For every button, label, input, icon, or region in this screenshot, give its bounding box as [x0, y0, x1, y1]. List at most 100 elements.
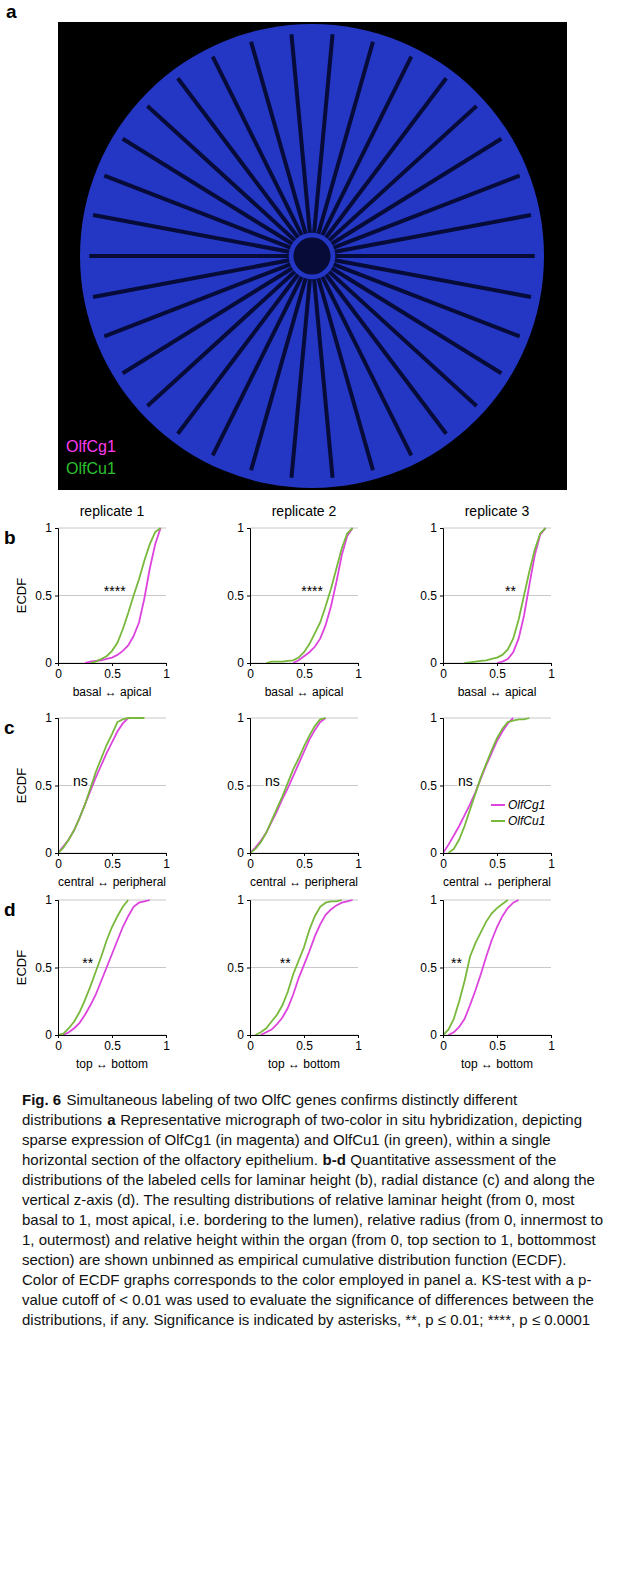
tick-mark: [247, 968, 250, 969]
chart: 00.5100.51basal ↔ apicalECDF****: [14, 521, 170, 699]
tick-label: 1: [45, 893, 52, 907]
x-axis: 00.51: [247, 1035, 362, 1053]
lamella-gap: [123, 139, 293, 244]
tick-label: 1: [237, 893, 244, 907]
ecdf-line: [443, 900, 508, 1035]
y-axis: 00.51: [227, 893, 250, 1042]
caption-text: Quantitative assessment of the distribut…: [22, 1151, 603, 1328]
ecdf-line: [63, 900, 149, 1035]
tick-mark: [440, 853, 443, 854]
x-axis-title: central ↔ peripheral: [443, 875, 551, 889]
tick-label: 1: [430, 711, 437, 725]
tick-mark: [55, 786, 58, 787]
lamella-gap: [178, 275, 298, 434]
ecdf-line: [448, 718, 529, 853]
plot-area: [58, 718, 144, 853]
tick: 0.5: [35, 779, 58, 793]
tick-mark: [247, 1035, 250, 1036]
tick-mark: [247, 718, 250, 719]
ecdf-line: [261, 900, 353, 1035]
tick: 0.5: [104, 663, 121, 681]
tick: 0.5: [296, 853, 313, 871]
tick-label: 0.5: [227, 589, 244, 603]
tick: 1: [237, 893, 250, 907]
tick-label: 0.5: [489, 857, 506, 871]
figure: aOlfCg1OlfCu1bcdreplicate 1replicate 2re…: [0, 0, 627, 1590]
tick-label: 1: [430, 521, 437, 535]
tick-mark: [440, 786, 443, 787]
tick-label: 0.5: [296, 857, 313, 871]
ecdf-line: [90, 528, 160, 663]
tick: 1: [45, 711, 58, 725]
legend: OlfCg1OlfCu1: [491, 798, 545, 828]
panel-letter: a: [6, 1, 17, 22]
tick: 0.5: [104, 853, 121, 871]
legend-swatch: [491, 820, 505, 822]
lamella-gap: [251, 278, 306, 470]
caption-letter: a: [107, 1111, 115, 1128]
x-axis-title: basal ↔ apical: [458, 685, 537, 699]
tick-label: 1: [163, 667, 170, 681]
tick: 1: [237, 711, 250, 725]
chart: 00.5100.51top ↔ bottomECDF**: [14, 893, 170, 1071]
tick: 0.5: [296, 1035, 313, 1053]
y-axis: 00.51: [420, 711, 443, 860]
caption: Fig. 6Simultaneous labeling of two OlfC …: [22, 1090, 604, 1330]
tick-label: 1: [45, 521, 52, 535]
tick: 1: [45, 521, 58, 535]
tick-label: 0: [430, 846, 437, 860]
lamella-gap: [326, 275, 446, 434]
ecdf-line: [448, 900, 518, 1035]
tick-label: 0.5: [489, 667, 506, 681]
axis-line: [247, 901, 251, 1036]
tick-mark: [440, 1035, 443, 1036]
tick: 0: [247, 1035, 254, 1053]
grid: [250, 718, 358, 853]
tick: 0.5: [227, 961, 250, 975]
axis-line: [55, 901, 59, 1036]
lamella-gap: [93, 260, 289, 297]
ecdf-line: [266, 528, 352, 663]
tick-label: 0.5: [420, 589, 437, 603]
tick-mark: [440, 663, 443, 664]
x-axis-title: basal ↔ apical: [265, 685, 344, 699]
plot-area: [465, 528, 546, 663]
plot-area: [443, 900, 519, 1035]
grid-line: [443, 718, 551, 719]
tick: 0.5: [227, 589, 250, 603]
column-title: replicate 1: [80, 503, 145, 519]
axis-line: [440, 901, 444, 1036]
grid-line: [250, 718, 358, 719]
grid: [443, 528, 551, 663]
y-axis: 00.51: [35, 893, 58, 1042]
tick: 1: [430, 521, 443, 535]
micrograph-label: OlfCg1: [66, 438, 116, 455]
grid: [250, 900, 358, 1035]
x-axis-title: top ↔ bottom: [461, 1057, 533, 1071]
panel-letter: d: [4, 899, 16, 920]
tick: 1: [163, 853, 170, 871]
tick-mark: [247, 596, 250, 597]
lamella-gap: [334, 176, 520, 248]
x-axis: 00.51: [55, 853, 170, 871]
lamella-gap: [314, 279, 332, 478]
tick-label: 1: [430, 893, 437, 907]
tick-mark: [55, 968, 58, 969]
tick-label: 0: [430, 656, 437, 670]
chart: 00.5100.51central ↔ peripheralnsOlfCg1Ol…: [420, 711, 555, 889]
y-axis-title: ECDF: [14, 950, 29, 985]
grid-line: [443, 595, 551, 596]
ecdf-line: [58, 900, 128, 1035]
tick-mark: [247, 900, 250, 901]
tick-label: 0: [237, 656, 244, 670]
plot-area: [443, 718, 529, 853]
y-axis: 00.51: [420, 893, 443, 1042]
lamellae: [89, 34, 534, 478]
tick: 1: [430, 893, 443, 907]
column-title: replicate 3: [465, 503, 530, 519]
tick-label: 1: [45, 711, 52, 725]
plot-area: [85, 528, 161, 663]
tick: 0.5: [489, 853, 506, 871]
x-axis: 00.51: [55, 663, 170, 681]
grid-line: [58, 967, 166, 968]
